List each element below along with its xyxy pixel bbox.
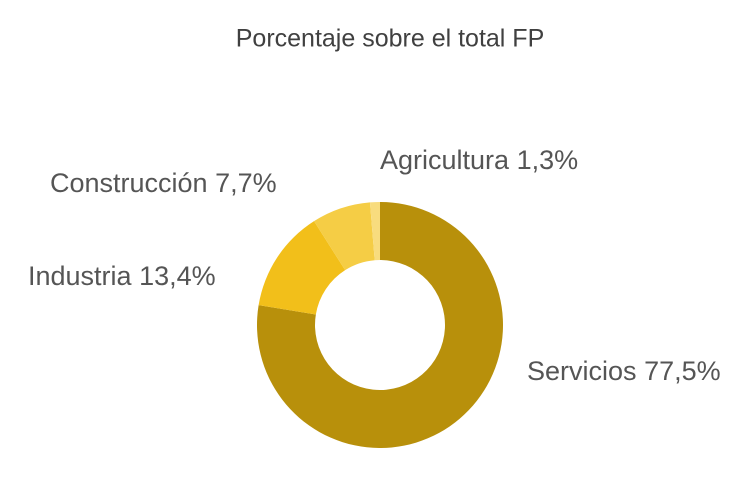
slice-value: 77,5% <box>644 356 721 386</box>
slice-value: 7,7% <box>215 168 277 198</box>
chart-title: Porcentaje sobre el total FP <box>236 25 545 53</box>
slice-label: Servicios 77,5% <box>527 356 721 386</box>
donut-slice <box>369 202 380 261</box>
donut-slice <box>314 202 375 271</box>
slice-label: Construcción 7,7% <box>50 168 277 198</box>
donut-slice <box>256 202 503 448</box>
slice-value: 1,3% <box>517 145 579 175</box>
slice-category: Industria <box>28 261 133 291</box>
donut-slice <box>258 221 346 315</box>
slice-category: Construcción <box>50 168 208 198</box>
slice-value: 13,4% <box>139 261 216 291</box>
slice-category: Servicios <box>527 356 637 386</box>
slice-label: Industria 13,4% <box>28 261 216 291</box>
slice-label: Agricultura 1,3% <box>380 145 578 175</box>
slice-category: Agricultura <box>380 145 510 175</box>
